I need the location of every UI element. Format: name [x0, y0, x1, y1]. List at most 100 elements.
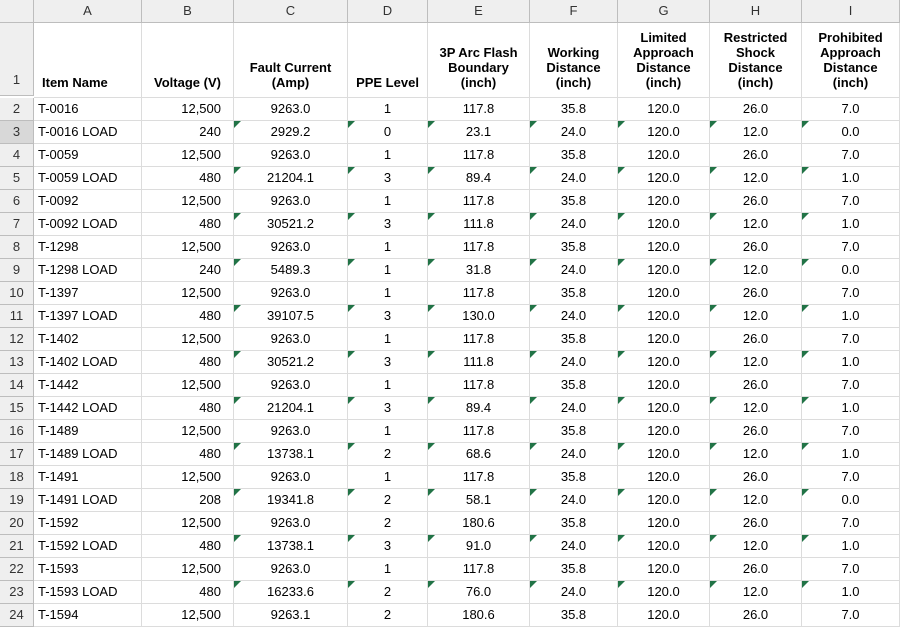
data-cell[interactable]: 91.0 [428, 535, 530, 558]
data-cell[interactable]: 1 [348, 420, 428, 443]
data-cell[interactable]: 12.0 [710, 305, 802, 328]
data-cell[interactable]: T-1402 [34, 328, 142, 351]
data-cell[interactable]: T-1489 [34, 420, 142, 443]
row-header-9[interactable]: 9 [0, 259, 34, 282]
data-cell[interactable]: 120.0 [618, 305, 710, 328]
row-header-3[interactable]: 3 [0, 121, 34, 144]
data-cell[interactable]: 1 [348, 259, 428, 282]
data-cell[interactable]: 120.0 [618, 351, 710, 374]
data-cell[interactable]: T-1397 LOAD [34, 305, 142, 328]
row-header-12[interactable]: 12 [0, 328, 34, 351]
data-cell[interactable]: 21204.1 [234, 167, 348, 190]
data-cell[interactable]: 120.0 [618, 167, 710, 190]
row-header-14[interactable]: 14 [0, 374, 34, 397]
row-header-6[interactable]: 6 [0, 190, 34, 213]
column-header-E[interactable]: E [428, 0, 530, 23]
column-header-F[interactable]: F [530, 0, 618, 23]
data-cell[interactable]: 39107.5 [234, 305, 348, 328]
data-cell[interactable]: 1 [348, 190, 428, 213]
data-cell[interactable]: 26.0 [710, 328, 802, 351]
data-cell[interactable]: 7.0 [802, 604, 900, 627]
data-cell[interactable]: 35.8 [530, 374, 618, 397]
data-cell[interactable]: 130.0 [428, 305, 530, 328]
data-cell[interactable]: 1.0 [802, 535, 900, 558]
data-cell[interactable]: 31.8 [428, 259, 530, 282]
data-cell[interactable]: 1.0 [802, 581, 900, 604]
data-cell[interactable]: 26.0 [710, 374, 802, 397]
data-cell[interactable]: 120.0 [618, 604, 710, 627]
data-cell[interactable]: 12.0 [710, 167, 802, 190]
data-cell[interactable]: 1 [348, 282, 428, 305]
data-cell[interactable]: 12,500 [142, 558, 234, 581]
data-cell[interactable]: 24.0 [530, 397, 618, 420]
data-cell[interactable]: T-1592 LOAD [34, 535, 142, 558]
data-cell[interactable]: 1 [348, 466, 428, 489]
data-cell[interactable]: T-1489 LOAD [34, 443, 142, 466]
data-cell[interactable]: 2 [348, 604, 428, 627]
data-cell[interactable]: 12.0 [710, 489, 802, 512]
row-header-23[interactable]: 23 [0, 581, 34, 604]
data-cell[interactable]: 24.0 [530, 581, 618, 604]
data-cell[interactable]: 480 [142, 213, 234, 236]
row-header-20[interactable]: 20 [0, 512, 34, 535]
data-cell[interactable]: 9263.0 [234, 98, 348, 121]
data-cell[interactable]: 480 [142, 305, 234, 328]
row-header-7[interactable]: 7 [0, 213, 34, 236]
data-cell[interactable]: 9263.0 [234, 328, 348, 351]
data-cell[interactable]: 7.0 [802, 282, 900, 305]
data-cell[interactable]: 12.0 [710, 581, 802, 604]
data-cell[interactable]: 111.8 [428, 213, 530, 236]
data-cell[interactable]: 24.0 [530, 259, 618, 282]
row-header-19[interactable]: 19 [0, 489, 34, 512]
data-cell[interactable]: 12,500 [142, 98, 234, 121]
data-cell[interactable]: 89.4 [428, 397, 530, 420]
data-cell[interactable]: 12.0 [710, 213, 802, 236]
column-header-G[interactable]: G [618, 0, 710, 23]
data-cell[interactable]: 120.0 [618, 420, 710, 443]
data-cell[interactable]: 26.0 [710, 236, 802, 259]
data-cell[interactable]: 120.0 [618, 581, 710, 604]
data-cell[interactable]: 120.0 [618, 466, 710, 489]
data-cell[interactable]: 12.0 [710, 443, 802, 466]
data-cell[interactable]: 120.0 [618, 144, 710, 167]
data-cell[interactable]: 12,500 [142, 374, 234, 397]
data-cell[interactable]: 1 [348, 558, 428, 581]
data-cell[interactable]: 117.8 [428, 558, 530, 581]
data-cell[interactable]: 117.8 [428, 98, 530, 121]
data-cell[interactable]: 111.8 [428, 351, 530, 374]
data-cell[interactable]: T-1442 LOAD [34, 397, 142, 420]
data-cell[interactable]: 35.8 [530, 236, 618, 259]
row-header-13[interactable]: 13 [0, 351, 34, 374]
data-cell[interactable]: 26.0 [710, 604, 802, 627]
data-cell[interactable]: 3 [348, 397, 428, 420]
data-cell[interactable]: 1.0 [802, 305, 900, 328]
data-cell[interactable]: 21204.1 [234, 397, 348, 420]
column-header-A[interactable]: A [34, 0, 142, 23]
data-cell[interactable]: 16233.6 [234, 581, 348, 604]
row-header-2[interactable]: 2 [0, 98, 34, 121]
row-header-22[interactable]: 22 [0, 558, 34, 581]
data-cell[interactable]: 26.0 [710, 558, 802, 581]
data-cell[interactable]: 7.0 [802, 466, 900, 489]
data-cell[interactable]: 24.0 [530, 351, 618, 374]
data-cell[interactable]: 1.0 [802, 443, 900, 466]
data-cell[interactable]: T-1402 LOAD [34, 351, 142, 374]
data-cell[interactable]: 117.8 [428, 144, 530, 167]
data-cell[interactable]: 480 [142, 535, 234, 558]
data-cell[interactable]: 9263.0 [234, 236, 348, 259]
data-cell[interactable]: 9263.0 [234, 374, 348, 397]
data-cell[interactable]: T-0016 [34, 98, 142, 121]
column-header-C[interactable]: C [234, 0, 348, 23]
data-cell[interactable]: 117.8 [428, 466, 530, 489]
data-cell[interactable]: 180.6 [428, 512, 530, 535]
data-cell[interactable]: 2 [348, 512, 428, 535]
row-header-11[interactable]: 11 [0, 305, 34, 328]
data-cell[interactable]: 26.0 [710, 282, 802, 305]
data-cell[interactable]: 208 [142, 489, 234, 512]
data-cell[interactable]: 24.0 [530, 167, 618, 190]
data-cell[interactable]: 19341.8 [234, 489, 348, 512]
row-header-10[interactable]: 10 [0, 282, 34, 305]
data-cell[interactable]: 2929.2 [234, 121, 348, 144]
data-cell[interactable]: 12.0 [710, 397, 802, 420]
data-cell[interactable]: 35.8 [530, 420, 618, 443]
